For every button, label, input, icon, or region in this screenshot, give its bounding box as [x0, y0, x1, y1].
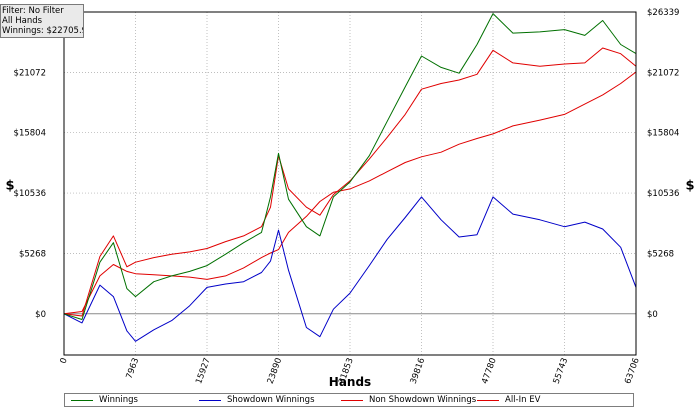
y-tick-label-right: $21072 [647, 68, 679, 78]
y-tick-label-left: $15804 [14, 129, 46, 139]
y-tick-label-right: $5268 [647, 249, 674, 259]
legend-swatch-non-showdown [341, 399, 363, 401]
y-tick-label-right: $0 [647, 310, 658, 320]
legend-swatch-winnings [71, 399, 93, 401]
legend-label-non-showdown: Non Showdown Winnings [369, 395, 477, 405]
x-tick-label: 47780 [480, 357, 499, 386]
x-tick-label: 0 [59, 357, 70, 366]
filter-info-box: Filter: No Filter All Hands Winnings: $2… [0, 4, 84, 38]
x-tick-label: 23890 [266, 357, 285, 386]
x-tick-label: 7963 [125, 357, 142, 381]
x-axis-label: Hands [329, 375, 371, 389]
y-tick-label-left: $5268 [19, 249, 46, 259]
legend-item-allin-ev: All-In EV [477, 394, 540, 406]
legend-item-showdown: Showdown Winnings [199, 394, 315, 406]
y-tick-label-right: $10536 [647, 189, 679, 199]
x-tick-label: 63706 [623, 357, 642, 386]
legend-label-showdown: Showdown Winnings [227, 395, 315, 405]
hands-label: All Hands [2, 16, 43, 26]
legend-swatch-allin-ev [477, 399, 499, 401]
legend-swatch-showdown [199, 399, 221, 401]
series-non-showdown-line [63, 47, 637, 317]
series-showdown-line [63, 196, 637, 342]
legend-item-non-showdown: Non Showdown Winnings [341, 394, 476, 406]
y-tick-label-left: $10536 [14, 189, 46, 199]
series-allin-ev-line [63, 71, 637, 315]
legend-label-allin-ev: All-In EV [505, 395, 541, 405]
x-tick-label: 55743 [552, 357, 571, 386]
winnings-label: Winnings: $22705.90 [2, 26, 83, 36]
y-tick-label-left: $0 [35, 310, 46, 320]
y-tick-label-left: $21072 [14, 68, 46, 78]
x-tick-label: 15927 [194, 357, 213, 386]
series-winnings-line [63, 13, 637, 320]
legend-label-winnings: Winnings [99, 395, 138, 405]
x-tick-label: 39816 [409, 357, 428, 386]
y-tick-label-right: $26339 [647, 8, 679, 18]
filter-label: Filter: No Filter [2, 6, 64, 16]
y-tick-label-right: $15804 [647, 129, 679, 139]
y-axis-label-right: $ [685, 179, 694, 194]
plot-frame [63, 11, 637, 356]
y-axis-label-left: $ [5, 179, 14, 194]
chart-legend: Winnings Showdown Winnings Non Showdown … [64, 393, 634, 407]
legend-item-winnings: Winnings [71, 394, 138, 406]
